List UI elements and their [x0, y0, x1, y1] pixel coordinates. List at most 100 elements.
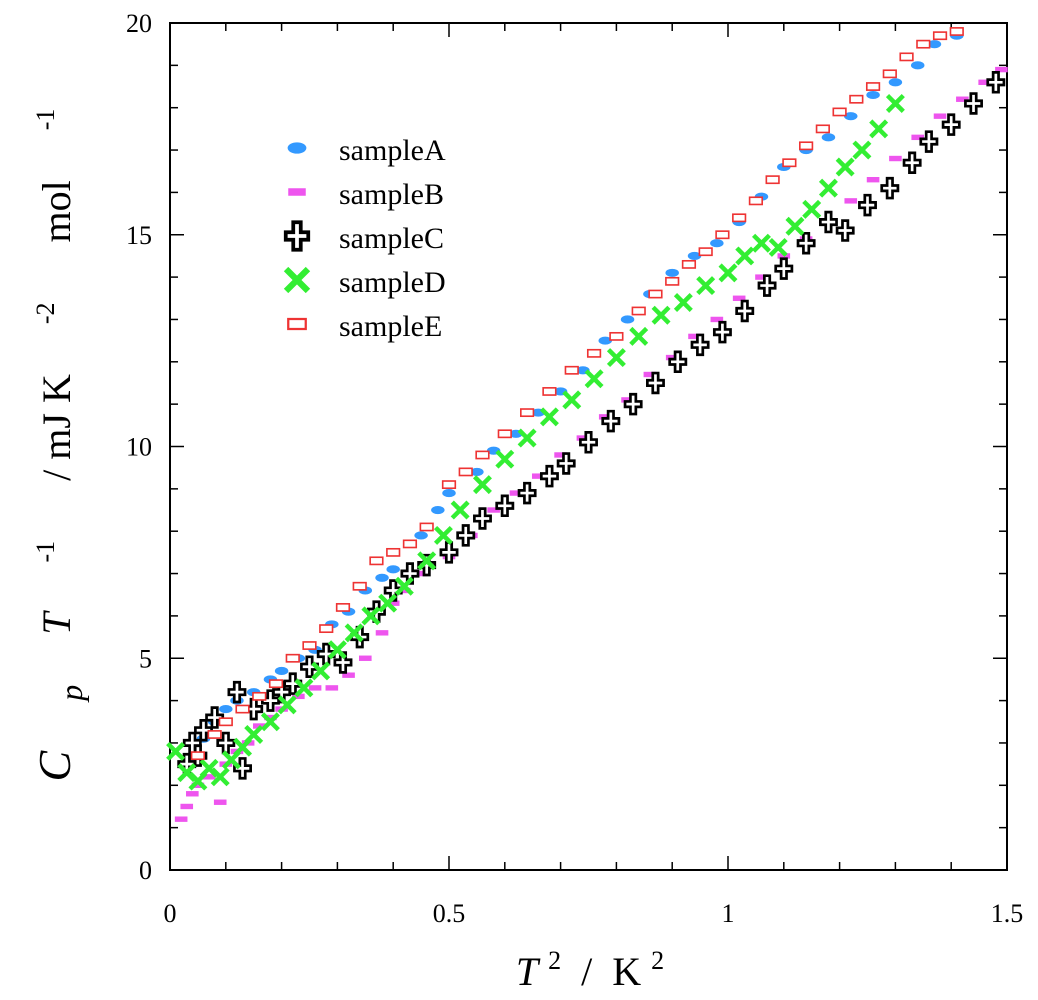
marker-shape: [294, 678, 314, 698]
marker-shape: [288, 188, 306, 196]
marker-shape: [849, 94, 864, 104]
point-sampleD: [277, 695, 297, 715]
point-sampleD: [417, 551, 437, 571]
marker-shape: [359, 655, 372, 661]
marker-shape: [472, 475, 492, 495]
x-tick-label: 0.5: [433, 899, 466, 928]
point-sampleE: [475, 450, 490, 460]
marker-shape: [715, 230, 730, 240]
point-sampleE: [335, 603, 351, 612]
marker-shape: [283, 220, 311, 252]
marker-shape: [378, 593, 398, 613]
series-sampleA: [185, 31, 964, 764]
y-tick-label: 10: [126, 433, 152, 462]
marker-shape: [386, 600, 400, 606]
point-sampleD: [450, 500, 470, 520]
marker-shape: [796, 231, 816, 255]
axis-ticks: [169, 22, 1008, 871]
marker-shape: [287, 142, 307, 154]
point-sampleC: [556, 452, 576, 475]
marker-shape: [419, 522, 434, 532]
point-sampleD: [718, 263, 738, 283]
point-sampleD: [166, 741, 186, 761]
marker-shape: [207, 730, 222, 739]
marker-shape: [882, 69, 897, 79]
marker-shape: [554, 452, 567, 458]
point-sampleC: [383, 579, 403, 602]
point-sampleD: [244, 724, 264, 744]
point-sampleE: [352, 581, 367, 591]
marker-shape: [646, 371, 665, 395]
marker-shape: [333, 651, 353, 674]
point-sampleC: [818, 210, 838, 234]
marker-shape: [888, 78, 903, 87]
legend-label: sampleA: [339, 134, 446, 167]
point-sampleC: [227, 680, 247, 704]
marker-shape: [441, 480, 457, 490]
marker-shape: [768, 237, 788, 257]
point-sampleC: [517, 481, 537, 505]
point-sampleD: [210, 767, 230, 787]
tick-labels: 0 0.5 1 1.5 0 5 10 15 20: [126, 9, 1023, 928]
marker-shape: [274, 666, 289, 676]
point-sampleE: [542, 387, 557, 396]
point-sampleC: [902, 151, 922, 175]
point-sampleB: [264, 714, 277, 721]
marker-shape: [210, 767, 230, 787]
marker-shape: [844, 198, 858, 204]
marker-shape: [394, 576, 414, 596]
x-title-exp: 2: [548, 946, 561, 975]
marker-shape: [586, 348, 602, 358]
point-sampleD: [539, 407, 559, 427]
point-sampleC: [205, 706, 225, 729]
point-sampleB: [202, 774, 216, 780]
point-sampleB: [688, 333, 701, 340]
marker-shape: [688, 333, 701, 340]
point-sampleA: [910, 61, 925, 70]
y-title-p: p: [53, 685, 89, 703]
point-sampleE: [631, 306, 646, 316]
point-sampleE: [386, 547, 401, 557]
point-sampleD: [433, 525, 453, 545]
point-sampleE: [832, 107, 847, 117]
marker-shape: [584, 369, 604, 389]
point-sampleE: [441, 480, 457, 490]
marker-shape: [531, 473, 545, 479]
marker-shape: [865, 82, 881, 91]
point-sampleC: [712, 320, 732, 344]
marker-shape: [620, 315, 635, 324]
point-sampleA: [442, 489, 456, 498]
marker-shape: [735, 246, 755, 266]
point-sampleB: [509, 490, 523, 496]
marker-shape: [260, 712, 280, 732]
marker-shape: [375, 573, 389, 582]
legend-item-sampleC: sampleC: [283, 220, 444, 255]
point-sampleE: [207, 730, 222, 739]
marker-shape: [598, 414, 612, 420]
marker-shape: [287, 317, 307, 331]
marker-shape: [439, 541, 459, 564]
marker-shape: [818, 178, 838, 198]
point-sampleE: [865, 82, 881, 91]
point-sampleD: [472, 475, 492, 495]
legend-marker: [283, 266, 311, 294]
marker-shape: [643, 371, 657, 378]
marker-shape: [735, 299, 755, 323]
point-sampleB: [487, 507, 500, 513]
marker-shape: [191, 782, 205, 788]
marker-shape: [325, 685, 339, 691]
marker-shape: [880, 176, 900, 200]
point-sampleC: [646, 371, 665, 395]
marker-shape: [218, 717, 233, 727]
point-sampleB: [995, 66, 1008, 73]
marker-shape: [450, 500, 470, 520]
point-sampleE: [609, 331, 624, 341]
point-sampleA: [431, 505, 445, 515]
marker-shape: [956, 96, 969, 102]
legend-marker: [283, 220, 311, 252]
marker-shape: [283, 266, 311, 294]
data-points: [166, 27, 1008, 822]
marker-shape: [718, 263, 738, 283]
marker-shape: [539, 464, 559, 488]
marker-shape: [668, 350, 688, 374]
